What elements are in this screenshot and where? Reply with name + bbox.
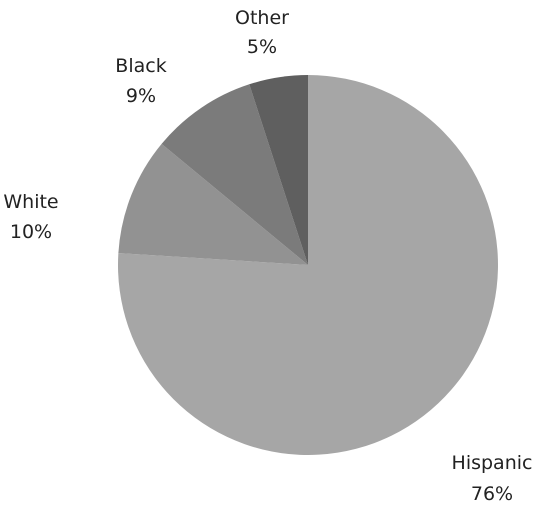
slice-label-other: Other 5% bbox=[235, 7, 289, 58]
slice-label-white: White 10% bbox=[3, 191, 58, 243]
pie-slice-white bbox=[118, 143, 309, 265]
slice-category-hispanic: Hispanic bbox=[452, 452, 533, 474]
pie-slice-black bbox=[161, 84, 308, 265]
slice-category-white: White bbox=[3, 191, 58, 213]
slice-label-black: Black 9% bbox=[115, 55, 166, 107]
pie-slices bbox=[117, 75, 498, 455]
slice-value-black: 9% bbox=[126, 85, 156, 107]
slice-value-white: 10% bbox=[10, 221, 52, 243]
slice-category-black: Black bbox=[115, 55, 166, 77]
slice-value-other: 5% bbox=[247, 36, 277, 58]
pie-slice-hispanic bbox=[117, 75, 498, 455]
slice-category-other: Other bbox=[235, 7, 289, 29]
slice-label-hispanic: Hispanic 76% bbox=[452, 452, 533, 505]
pie-slice-other bbox=[249, 75, 308, 265]
slice-value-hispanic: 76% bbox=[471, 483, 513, 505]
